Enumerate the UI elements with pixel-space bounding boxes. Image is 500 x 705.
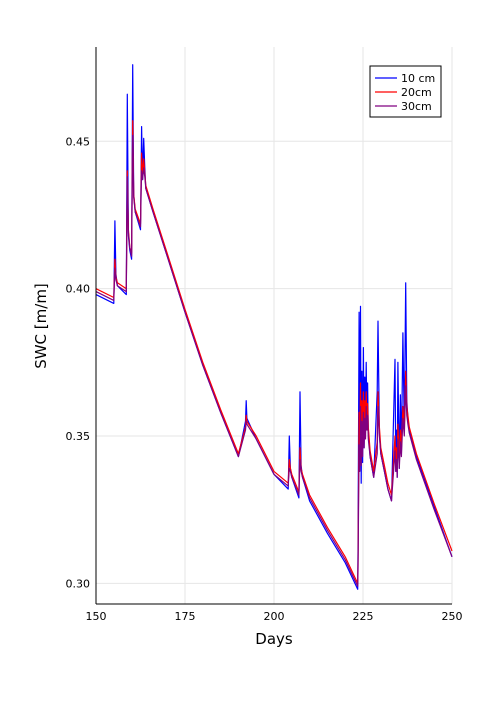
x-tick-label: 225 xyxy=(353,610,374,623)
legend-label: 30cm xyxy=(401,100,432,113)
y-tick-label: 0.40 xyxy=(66,283,91,296)
x-tick-labels: 150 175 200 225 250 xyxy=(86,610,463,623)
x-tick-label: 250 xyxy=(442,610,463,623)
y-tick-labels: 0.30 0.35 0.40 0.45 xyxy=(66,135,91,590)
y-tick-label: 0.30 xyxy=(66,577,91,590)
x-tick-label: 175 xyxy=(175,610,196,623)
x-tick-label: 150 xyxy=(86,610,107,623)
legend-label: 20cm xyxy=(401,86,432,99)
legend-label: 10 cm xyxy=(401,72,435,85)
y-tick-label: 0.45 xyxy=(66,135,91,148)
x-tick-label: 200 xyxy=(264,610,285,623)
y-tick-label: 0.35 xyxy=(66,430,91,443)
y-axis-label: SWC [m/m] xyxy=(32,283,50,369)
x-axis-label: Days xyxy=(255,630,293,648)
grid xyxy=(96,47,452,604)
